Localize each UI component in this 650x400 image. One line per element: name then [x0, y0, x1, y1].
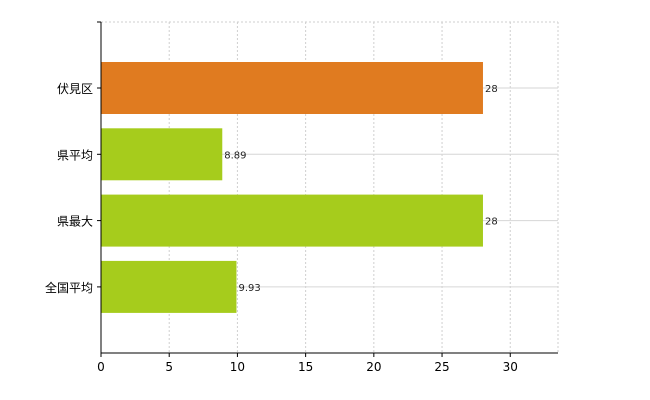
- category-label: 全国平均: [45, 280, 93, 295]
- category-label: 県最大: [57, 215, 93, 229]
- x-tick-label: 30: [503, 360, 518, 374]
- data-label: 9.93: [238, 283, 260, 294]
- bar: [101, 62, 483, 114]
- bar: [101, 260, 237, 313]
- bar: [101, 128, 223, 181]
- x-tick-label: 25: [434, 360, 449, 374]
- bars-group: 28 8.89 28 9.93: [101, 62, 498, 313]
- category-label: 県平均: [57, 148, 93, 162]
- data-label: 8.89: [224, 150, 246, 161]
- data-label: 28: [485, 217, 498, 228]
- x-tick-label: 5: [165, 360, 173, 374]
- x-tick-label: 15: [298, 360, 313, 374]
- x-tick-label: 10: [230, 360, 245, 374]
- x-tick-label: 0: [97, 360, 105, 374]
- x-tick-label: 20: [366, 360, 381, 374]
- data-label: 28: [485, 84, 498, 95]
- category-label: 伏見区: [57, 82, 93, 96]
- bar: [101, 194, 483, 247]
